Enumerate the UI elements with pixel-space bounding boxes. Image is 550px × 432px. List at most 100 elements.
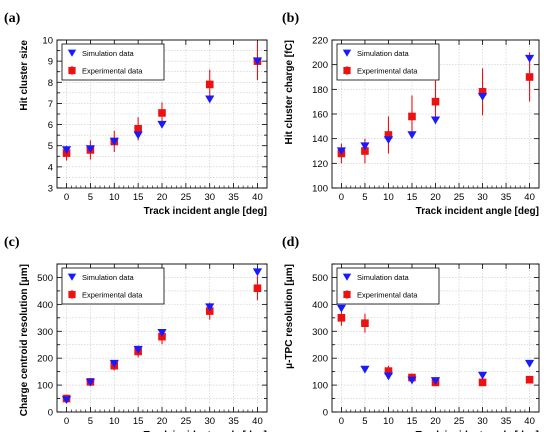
legend-box [336, 43, 440, 81]
x-axis-label: Track incident angle [deg] [144, 206, 267, 217]
simulation-point [133, 345, 143, 354]
simulation-point [336, 304, 347, 313]
x-axis-label: Track incident angle [deg] [416, 206, 539, 217]
y-tick-label: 0 [48, 408, 53, 419]
x-tick-label: 0 [64, 416, 69, 427]
simulation-point [360, 142, 370, 151]
panel-label: (d) [282, 235, 299, 250]
y-tick-label: 8 [48, 78, 53, 89]
legend-simulation-label: Simulation data [82, 49, 135, 58]
simulation-point [336, 147, 347, 156]
x-tick-label: 30 [477, 192, 488, 203]
legend-simulation-marker [67, 273, 77, 281]
experimental-point [478, 88, 487, 96]
x-tick-label: 30 [477, 416, 488, 427]
y-tick-label: 9 [48, 57, 53, 68]
y-tick-label: 4 [48, 162, 53, 173]
y-tick-label: 120 [312, 159, 328, 170]
experimental-point [134, 125, 142, 133]
x-tick-label: 25 [454, 192, 465, 203]
y-tick-label: 300 [312, 327, 328, 338]
x-tick-label: 0 [339, 192, 344, 203]
experimental-point [361, 319, 369, 327]
x-tick-label: 20 [157, 192, 168, 203]
x-tick-label: 25 [181, 416, 192, 427]
x-tick-label: 30 [204, 192, 215, 203]
simulation-point [109, 359, 119, 368]
chart-panel-a: (a) 0 5 10 15 20 25 30 35 40 3 4 5 6 7 8 9 10 Track incide… [4, 11, 268, 217]
simulation-point [85, 378, 96, 387]
chart-panel-d: (d)05101520253035400100200300400500Track… [282, 235, 540, 432]
x-tick-label: 20 [430, 192, 441, 203]
x-tick-label: 20 [157, 416, 168, 427]
x-tick-label: 5 [362, 416, 367, 427]
y-tick-label: 400 [37, 300, 53, 311]
y-tick-label: 400 [312, 300, 328, 311]
x-tick-label: 0 [339, 416, 344, 427]
legend-simulation-label: Simulation data [82, 273, 135, 282]
y-tick-label: 7 [48, 99, 53, 110]
y-tick-label: 300 [37, 327, 53, 338]
chart-panel-b: (b) 0 5 10 15 20 25 30 35 40 100 120 140 160 180 200 220… [282, 11, 540, 217]
legend-simulation-marker [342, 273, 352, 281]
panel-label: (b) [282, 11, 299, 26]
simulation-point [205, 95, 215, 104]
legend-simulation-marker [67, 49, 77, 57]
y-tick-label: 100 [312, 381, 328, 392]
y-tick-label: 500 [37, 273, 53, 284]
legend-experimental-label: Experimental data [357, 67, 418, 76]
simulation-point [157, 120, 167, 129]
experimental-point [408, 112, 416, 121]
y-tick-label: 220 [312, 36, 328, 47]
legend: Simulation data Experimental data [336, 43, 440, 81]
x-tick-label: 10 [109, 416, 120, 427]
y-axis-label: μ-TPC resolution [μm] [284, 264, 295, 369]
x-tick-label: 10 [383, 192, 394, 203]
simulation-point [252, 57, 263, 66]
simulation-point [61, 146, 72, 155]
y-tick-label: 5 [48, 141, 53, 152]
panel-label: (a) [4, 11, 21, 26]
experimental-point [525, 375, 534, 384]
y-tick-label: 10 [42, 36, 53, 47]
legend-box [61, 267, 165, 305]
legend-simulation-marker [342, 49, 352, 57]
legend-experimental-label: Experimental data [82, 67, 143, 76]
simulation-point [85, 145, 96, 154]
x-tick-label: 10 [109, 192, 120, 203]
simulation-point [477, 371, 488, 380]
experimental-point [384, 367, 393, 375]
x-tick-label: 15 [133, 192, 144, 203]
simulation-point [407, 131, 417, 140]
legend-experimental-marker [68, 66, 76, 75]
simulation-point [383, 372, 394, 381]
x-tick-label: 25 [181, 192, 192, 203]
x-tick-label: 35 [228, 416, 239, 427]
y-tick-label: 6 [48, 120, 53, 131]
x-tick-label: 15 [407, 192, 418, 203]
experimental-point [478, 378, 487, 387]
experimental-point [361, 147, 369, 155]
x-tick-label: 5 [88, 192, 93, 203]
x-tick-label: 0 [64, 192, 69, 203]
experimental-point [525, 73, 534, 81]
x-tick-label: 35 [501, 192, 512, 203]
x-tick-label: 40 [524, 192, 535, 203]
simulation-point [133, 131, 143, 140]
x-tick-label: 40 [524, 416, 535, 427]
simulation-point [109, 137, 119, 146]
panel-label: (c) [4, 235, 20, 250]
experimental-point [158, 109, 166, 117]
y-tick-label: 500 [312, 273, 328, 284]
x-tick-label: 15 [407, 416, 418, 427]
x-tick-label: 20 [430, 416, 441, 427]
legend-experimental-marker [343, 290, 351, 299]
chart-panel-c: (c)05101520253035400100200300400500Track… [4, 235, 268, 432]
simulation-point [61, 396, 72, 405]
legend-experimental-label: Experimental data [82, 291, 143, 300]
experimental-point [253, 284, 262, 293]
legend: Simulation data Experimental data [61, 267, 165, 305]
experimental-point [337, 314, 346, 322]
x-tick-label: 35 [228, 192, 239, 203]
y-axis-label: Hit cluster charge [fC] [284, 40, 295, 144]
